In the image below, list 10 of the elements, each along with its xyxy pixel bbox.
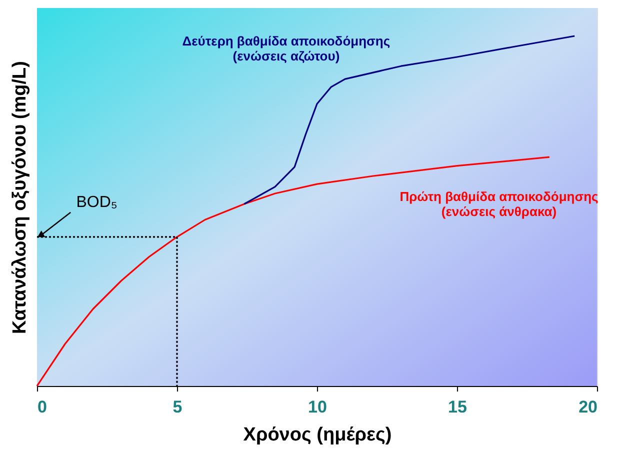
x-tick-label: 15 bbox=[448, 398, 467, 416]
x-axis-title: Χρόνος (ημέρες) bbox=[243, 424, 392, 446]
x-tick-label: 10 bbox=[308, 398, 327, 416]
x-tick-label: 20 bbox=[578, 398, 598, 416]
x-tick-label: 5 bbox=[172, 398, 182, 416]
annotation: BOD₅ bbox=[76, 194, 118, 211]
series-label: Πρώτη βαθμίδα αποικοδόμησης (ενώσεις άνθρακα) bbox=[400, 189, 599, 219]
series-label: Δεύτερη βαθμίδα αποικοδόμησης (ενώσεις αζώτου) bbox=[182, 33, 390, 64]
y-axis-title: Κατανάλωση οξυγόνου (mg/L) bbox=[10, 61, 30, 334]
x-tick-label: 0 bbox=[38, 398, 47, 416]
